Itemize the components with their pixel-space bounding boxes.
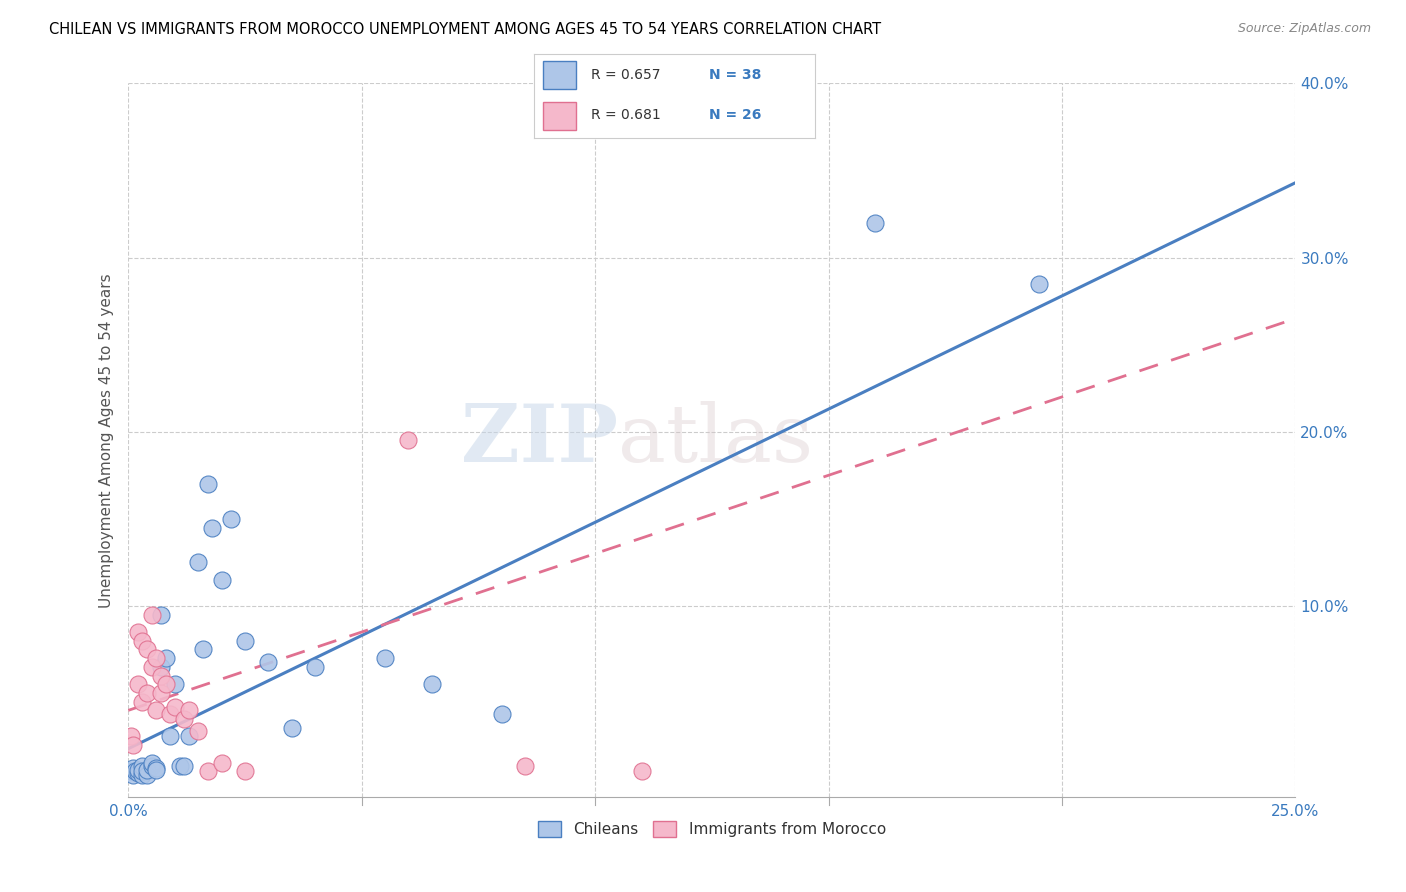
Point	[135, 763, 157, 777]
Point	[149, 660, 172, 674]
Point	[159, 730, 181, 744]
Point	[145, 651, 167, 665]
Point	[187, 724, 209, 739]
Point	[149, 686, 172, 700]
Point	[197, 764, 219, 779]
Point	[201, 520, 224, 534]
Point	[135, 768, 157, 782]
Point	[131, 633, 153, 648]
Point	[304, 660, 326, 674]
Point	[233, 764, 256, 779]
Point	[131, 768, 153, 782]
Point	[131, 764, 153, 779]
Point	[141, 607, 163, 622]
Point	[131, 759, 153, 773]
Point	[169, 759, 191, 773]
Point	[163, 699, 186, 714]
Point	[149, 607, 172, 622]
Point	[219, 512, 242, 526]
Point	[374, 651, 396, 665]
Text: R = 0.657: R = 0.657	[591, 68, 659, 82]
FancyBboxPatch shape	[543, 102, 576, 130]
Point	[127, 625, 149, 640]
Point	[420, 677, 443, 691]
Point	[865, 216, 887, 230]
Point	[396, 434, 419, 448]
Point	[187, 555, 209, 569]
Text: Source: ZipAtlas.com: Source: ZipAtlas.com	[1237, 22, 1371, 36]
Legend: Chileans, Immigrants from Morocco: Chileans, Immigrants from Morocco	[531, 815, 891, 843]
Point	[191, 642, 214, 657]
Point	[155, 651, 177, 665]
Point	[513, 759, 536, 773]
Point	[211, 756, 233, 770]
Text: N = 38: N = 38	[709, 68, 761, 82]
Y-axis label: Unemployment Among Ages 45 to 54 years: Unemployment Among Ages 45 to 54 years	[100, 273, 114, 607]
Text: ZIP: ZIP	[461, 401, 619, 479]
Point	[491, 706, 513, 721]
Point	[1028, 277, 1050, 291]
Point	[127, 677, 149, 691]
Point	[141, 756, 163, 770]
Point	[135, 642, 157, 657]
Point	[145, 763, 167, 777]
Point	[630, 764, 652, 779]
Point	[177, 703, 200, 717]
Point	[211, 573, 233, 587]
Point	[257, 655, 280, 669]
Point	[159, 706, 181, 721]
Point	[177, 730, 200, 744]
Point	[155, 677, 177, 691]
Point	[197, 477, 219, 491]
Text: R = 0.681: R = 0.681	[591, 109, 661, 122]
Text: CHILEAN VS IMMIGRANTS FROM MOROCCO UNEMPLOYMENT AMONG AGES 45 TO 54 YEARS CORREL: CHILEAN VS IMMIGRANTS FROM MOROCCO UNEMP…	[49, 22, 882, 37]
Point	[124, 764, 146, 779]
Point	[127, 766, 149, 780]
Point	[145, 761, 167, 775]
FancyBboxPatch shape	[543, 62, 576, 89]
Point	[233, 633, 256, 648]
Point	[145, 703, 167, 717]
Point	[173, 712, 195, 726]
Point	[173, 759, 195, 773]
Point	[149, 668, 172, 682]
Point	[135, 686, 157, 700]
Text: N = 26: N = 26	[709, 109, 761, 122]
Point	[120, 764, 142, 779]
Point	[122, 768, 145, 782]
Point	[122, 761, 145, 775]
Point	[280, 721, 302, 735]
Point	[122, 738, 145, 752]
Text: atlas: atlas	[619, 401, 814, 479]
Point	[141, 759, 163, 773]
Point	[127, 763, 149, 777]
Point	[120, 730, 142, 744]
Point	[131, 695, 153, 709]
Point	[141, 660, 163, 674]
Point	[163, 677, 186, 691]
